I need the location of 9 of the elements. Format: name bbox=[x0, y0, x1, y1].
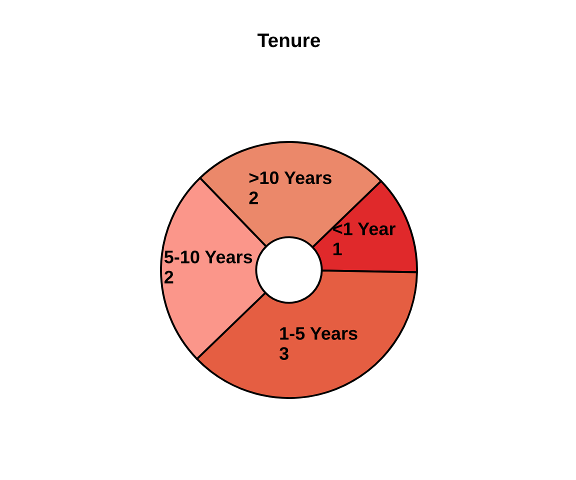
data-label: 2 bbox=[249, 191, 258, 204]
data-label: 3 bbox=[279, 347, 288, 360]
chart-title: Tenure bbox=[258, 34, 320, 48]
slice-label: <1 Year bbox=[333, 222, 396, 236]
slice-label: 1-5 Years bbox=[280, 327, 358, 340]
slice-label: 5-10 Years bbox=[164, 250, 252, 264]
data-label: 2 bbox=[164, 270, 174, 284]
data-label: 1 bbox=[333, 242, 342, 256]
slice-label: >10 Years bbox=[249, 171, 332, 184]
